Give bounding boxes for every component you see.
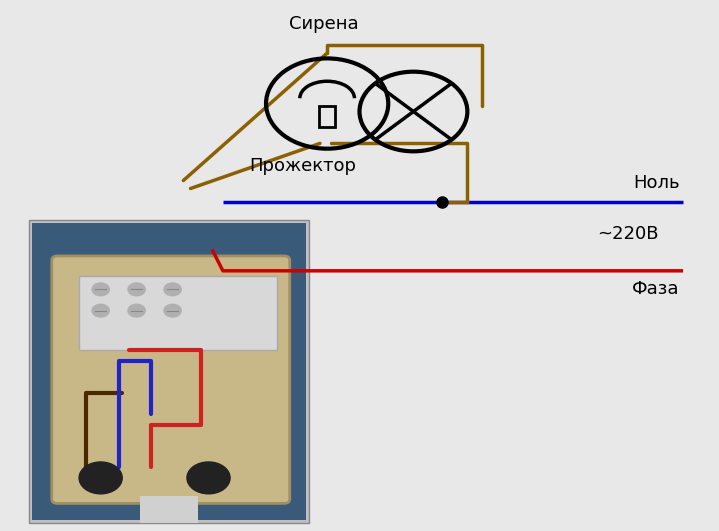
Text: Фаза: Фаза (632, 280, 679, 298)
FancyBboxPatch shape (79, 276, 277, 350)
Text: ~220В: ~220В (597, 225, 659, 243)
Text: Прожектор: Прожектор (249, 157, 356, 175)
FancyBboxPatch shape (32, 223, 306, 520)
FancyBboxPatch shape (140, 496, 198, 523)
Text: Сирена: Сирена (289, 15, 358, 33)
Circle shape (164, 283, 181, 296)
FancyBboxPatch shape (29, 220, 309, 523)
FancyBboxPatch shape (52, 256, 290, 503)
Circle shape (92, 283, 109, 296)
Circle shape (128, 283, 145, 296)
Circle shape (79, 462, 122, 494)
Text: Ноль: Ноль (633, 174, 679, 192)
Circle shape (187, 462, 230, 494)
Circle shape (92, 304, 109, 317)
Circle shape (164, 304, 181, 317)
Circle shape (128, 304, 145, 317)
